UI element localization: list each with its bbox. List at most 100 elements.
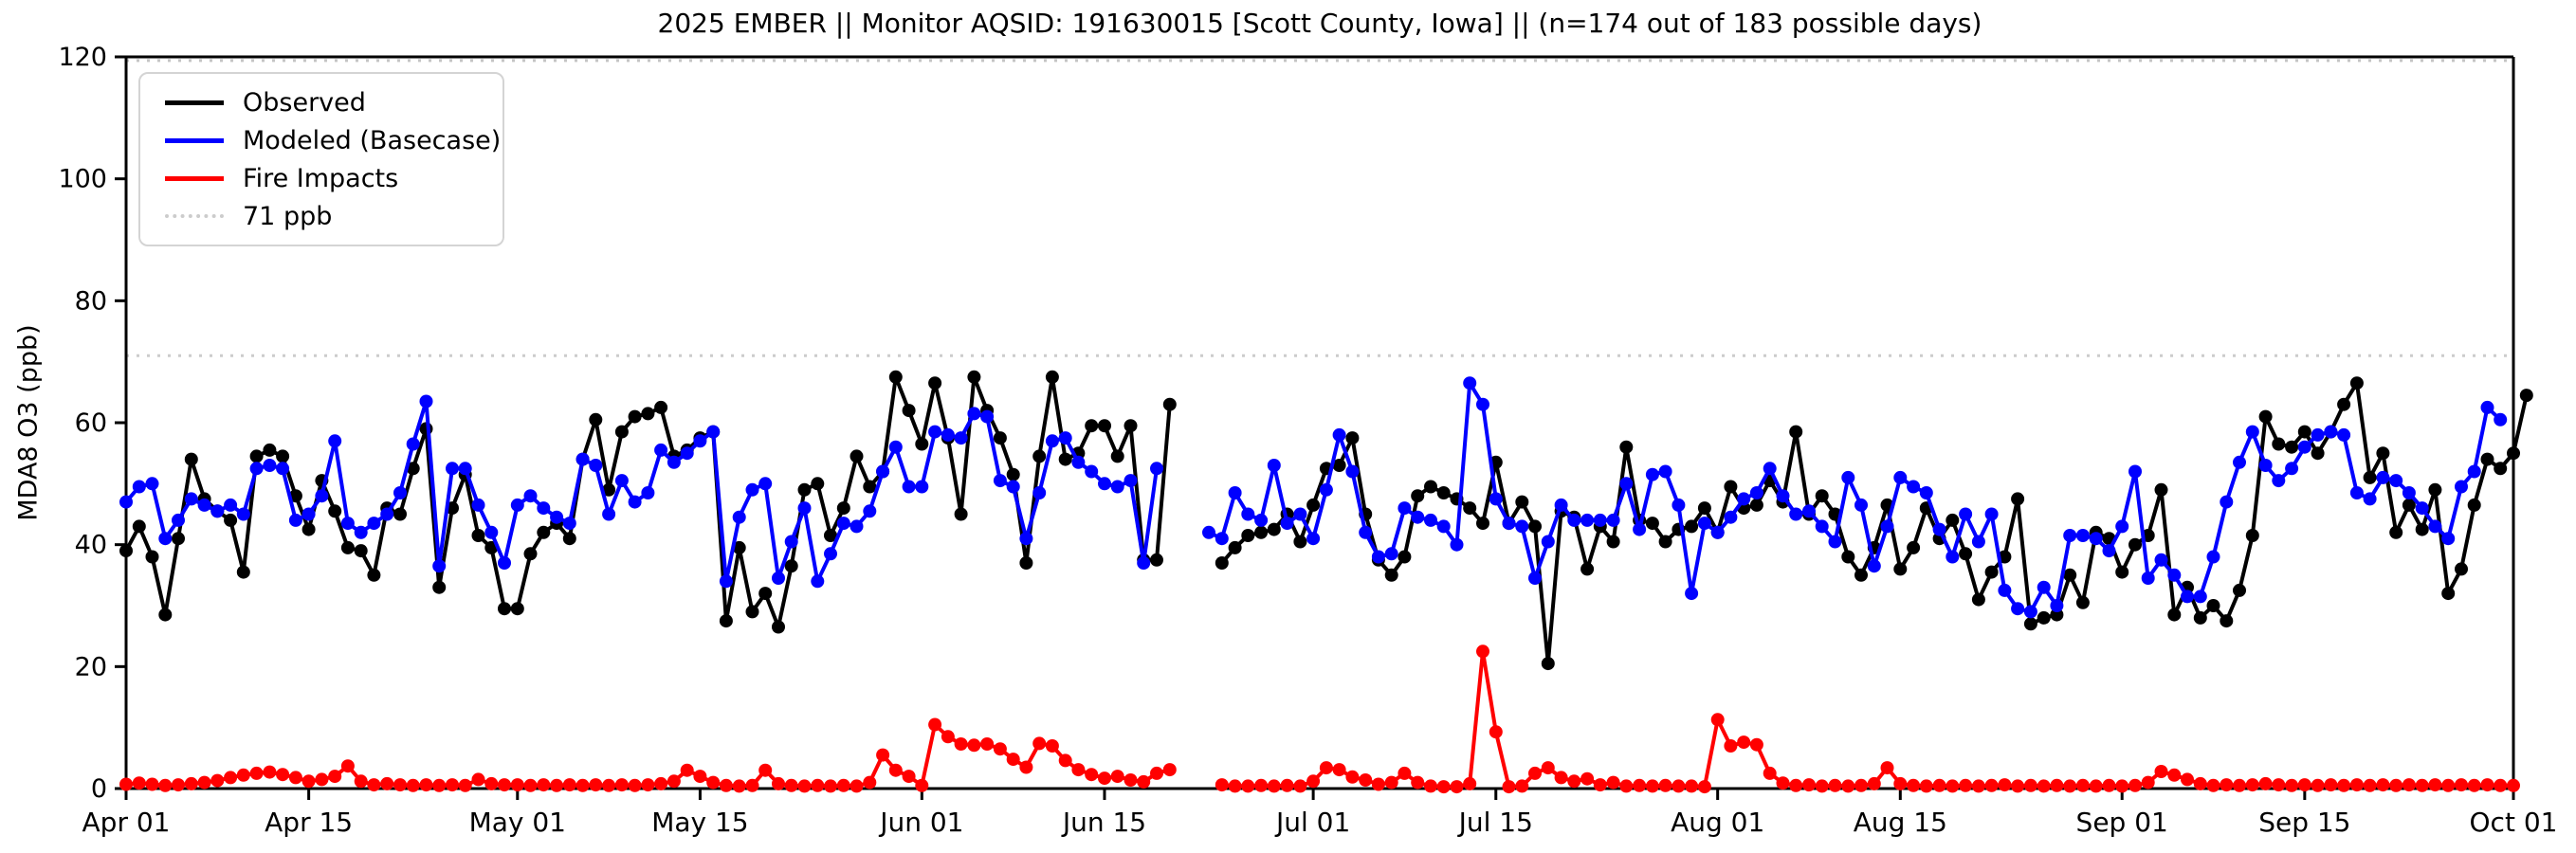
data-point — [993, 474, 1007, 488]
data-point — [1241, 507, 1255, 521]
data-point — [328, 770, 342, 784]
data-point — [2389, 525, 2403, 539]
data-point — [263, 443, 277, 457]
data-point — [132, 519, 146, 534]
data-point — [2154, 765, 2168, 778]
data-point — [1645, 517, 1659, 531]
data-point — [2206, 778, 2220, 792]
data-point — [1085, 464, 1099, 479]
data-point — [1398, 501, 1412, 516]
data-point — [1893, 562, 1908, 576]
data-point — [550, 778, 564, 792]
data-point — [446, 778, 459, 792]
data-point — [2245, 778, 2259, 792]
data-point — [1528, 519, 1542, 534]
data-point — [2285, 462, 2299, 476]
x-tick-label: Aug 15 — [1854, 807, 1947, 838]
data-point — [340, 759, 355, 773]
y-tick-label: 20 — [75, 652, 107, 681]
data-point — [1293, 535, 1307, 549]
data-point — [1476, 517, 1489, 531]
data-point — [2063, 779, 2077, 793]
legend-item: Observed — [154, 83, 489, 121]
data-point — [824, 779, 837, 793]
data-point — [1332, 763, 1346, 777]
data-point — [1006, 467, 1020, 481]
data-point — [2037, 779, 2051, 793]
data-point — [288, 771, 302, 785]
data-point — [1984, 778, 1999, 792]
data-point — [1398, 766, 1412, 780]
data-point — [301, 522, 316, 536]
data-point — [2258, 776, 2273, 790]
data-point — [328, 504, 342, 518]
data-point — [1737, 735, 1751, 750]
data-point — [628, 495, 642, 509]
series-modeled-basecase- — [119, 376, 2508, 619]
data-point — [2050, 599, 2064, 612]
data-point — [537, 501, 551, 516]
x-tick-label: May 01 — [469, 807, 566, 838]
data-point — [1424, 513, 1437, 527]
data-point — [249, 462, 264, 476]
data-point — [1672, 498, 1686, 512]
data-point — [340, 540, 355, 554]
data-point — [1567, 513, 1581, 527]
data-point — [1567, 774, 1581, 789]
data-point — [263, 459, 277, 472]
data-point — [1162, 763, 1177, 777]
data-point — [184, 776, 198, 790]
data-point — [1398, 550, 1412, 564]
data-point — [1776, 776, 1790, 790]
data-point — [1150, 553, 1163, 567]
data-point — [1685, 519, 1699, 534]
data-point — [1907, 540, 1921, 554]
data-point — [2063, 529, 2077, 542]
data-point — [1776, 489, 1790, 503]
data-point — [1515, 495, 1529, 509]
data-point — [1071, 455, 1086, 469]
data-point — [614, 425, 629, 439]
data-point — [902, 770, 916, 784]
data-point — [498, 778, 511, 792]
data-point — [2167, 768, 2182, 782]
data-point — [354, 544, 368, 558]
data-point — [2011, 602, 2025, 616]
data-point — [1162, 397, 1177, 411]
data-point — [1345, 770, 1360, 784]
data-point — [2272, 437, 2286, 451]
data-point — [1150, 462, 1163, 476]
data-point — [1971, 592, 1985, 607]
data-point — [1515, 779, 1529, 793]
data-point — [2075, 778, 2090, 792]
data-point — [1045, 370, 1059, 384]
data-point — [2494, 462, 2508, 476]
data-point — [1984, 507, 1999, 521]
data-point — [1241, 529, 1255, 542]
data-point — [1450, 537, 1464, 552]
data-point — [1593, 778, 1607, 792]
data-point — [2324, 425, 2338, 439]
x-tick-label: Apr 01 — [82, 807, 171, 838]
data-point — [575, 778, 590, 792]
data-point — [2467, 464, 2481, 479]
data-point — [1541, 535, 1555, 549]
data-point — [954, 507, 968, 521]
data-point — [1697, 501, 1711, 516]
data-point — [1006, 480, 1020, 494]
data-point — [1110, 449, 1124, 463]
data-point — [654, 776, 668, 790]
data-point — [2441, 587, 2456, 601]
data-point — [641, 778, 655, 792]
data-point — [1293, 779, 1307, 793]
x-tick-label: Oct 01 — [2470, 807, 2558, 838]
data-point — [667, 774, 681, 789]
data-point — [1789, 778, 1803, 792]
data-point — [2467, 778, 2481, 792]
data-point — [2428, 778, 2442, 792]
data-point — [1606, 775, 1620, 789]
legend-swatch — [165, 137, 224, 143]
data-point — [498, 602, 511, 616]
x-tick-label: Jul 15 — [1457, 807, 1533, 838]
